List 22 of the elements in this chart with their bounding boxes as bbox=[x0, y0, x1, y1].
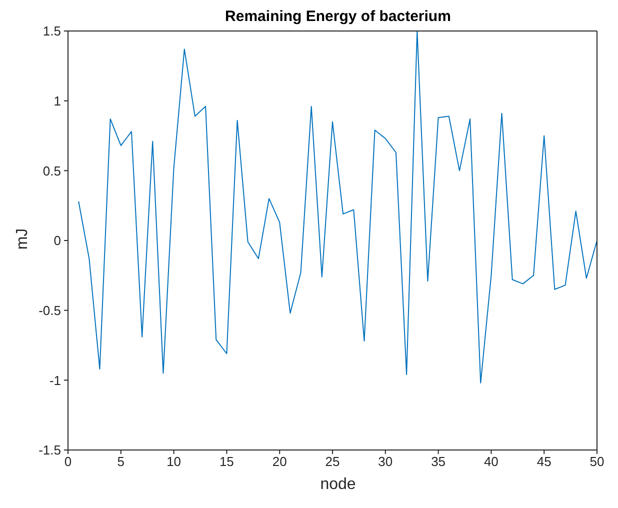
y-tick-label: -1 bbox=[49, 372, 61, 388]
y-tick-label: 1 bbox=[54, 93, 61, 108]
x-tick-label: 5 bbox=[117, 454, 125, 470]
x-tick-label: 0 bbox=[64, 454, 72, 470]
x-tick-label: 40 bbox=[484, 454, 498, 470]
y-tick-label: 1.5 bbox=[42, 24, 61, 39]
x-tick-label: 45 bbox=[536, 454, 552, 470]
x-axis-title: node bbox=[319, 476, 357, 494]
chart-title: Remaining Energy of bacterium bbox=[224, 8, 452, 25]
x-tick-label: 20 bbox=[272, 454, 287, 470]
x-tick-label: 15 bbox=[219, 454, 234, 470]
x-tick-label: 50 bbox=[590, 454, 604, 470]
x-tick-label: 10 bbox=[166, 454, 182, 470]
x-tick-label: 35 bbox=[431, 454, 446, 470]
line-series bbox=[78, 31, 597, 384]
y-tick-label: -1.5 bbox=[38, 442, 61, 458]
y-tick-label: -0.5 bbox=[38, 302, 61, 318]
y-axis-title: mJ bbox=[14, 227, 32, 252]
y-tick-label: 0 bbox=[54, 233, 61, 248]
x-tick-label: 30 bbox=[378, 454, 393, 470]
x-tick-label: 25 bbox=[325, 454, 340, 470]
y-tick-label: 0.5 bbox=[42, 163, 61, 178]
